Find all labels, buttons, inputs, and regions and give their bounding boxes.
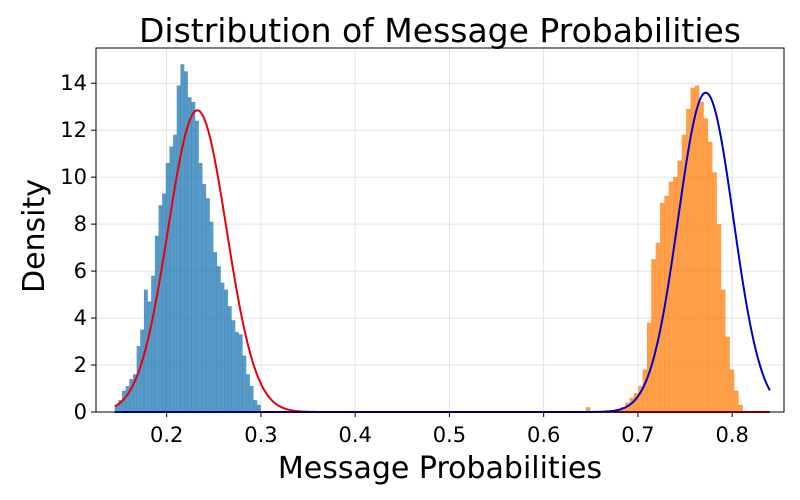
x-tick-label: 0.8	[715, 423, 748, 447]
y-tick-label: 8	[74, 212, 87, 236]
histogram-bar-series-0	[235, 332, 239, 413]
histogram-bar-series-0	[162, 193, 167, 413]
y-tick-label: 10	[60, 165, 87, 189]
histogram-bar-series-0	[180, 64, 185, 413]
histogram-bar-series-1	[716, 224, 722, 413]
histogram-bar-series-0	[227, 306, 232, 413]
y-tick-label: 14	[60, 71, 87, 95]
histogram-bar-series-1	[734, 390, 739, 413]
y-tick-label: 6	[74, 259, 87, 283]
y-tick-label: 4	[74, 306, 87, 330]
y-tick-label: 12	[60, 118, 87, 142]
y-tick-label: 0	[74, 400, 87, 424]
histogram-bar-series-0	[238, 334, 243, 413]
histogram-bar-series-0	[176, 85, 181, 413]
x-tick-label: 0.6	[527, 423, 560, 447]
histogram-bar-series-1	[694, 85, 700, 413]
histogram-bar-series-0	[249, 386, 254, 413]
histogram-bar-series-1	[707, 141, 713, 413]
histogram-bar-series-1	[720, 289, 726, 413]
histogram-bar-series-1	[725, 336, 730, 413]
histogram-bar-series-0	[158, 205, 163, 413]
y-ticks: 0 2 4 6 8 10 12 14	[60, 71, 96, 424]
histogram-bar-series-1	[651, 259, 656, 413]
histogram-bar-series-0	[184, 71, 188, 413]
histogram-bar-series-0	[147, 301, 152, 413]
histogram-bar-series-0	[220, 282, 225, 413]
histogram-bar-series-0	[154, 235, 159, 413]
x-axis-label: Message Probabilities	[278, 451, 602, 486]
histogram-bar-series-1	[712, 172, 717, 413]
y-axis-label: Density	[17, 179, 52, 293]
histogram-bar-series-0	[213, 252, 218, 413]
histogram-bar-series-0	[169, 146, 174, 413]
histogram-bar-series-0	[198, 162, 203, 413]
histogram-bar-series-1	[738, 404, 743, 413]
histogram-bar-series-0	[253, 400, 258, 413]
x-tick-label: 0.5	[433, 423, 466, 447]
histogram-bar-series-0	[209, 221, 214, 413]
bars	[114, 64, 743, 413]
histogram-bar-series-0	[256, 404, 261, 413]
histogram-bar-series-0	[224, 289, 229, 413]
histogram-bar-series-0	[187, 97, 192, 413]
histogram-bar-series-1	[703, 118, 709, 413]
histogram-bar-series-0	[165, 162, 170, 413]
histogram-bar-series-0	[194, 120, 199, 413]
x-tick-label: 0.7	[621, 423, 654, 447]
histogram-bar-series-1	[673, 177, 678, 413]
histogram-bar-series-1	[729, 369, 735, 413]
histogram-bar-series-0	[125, 386, 130, 413]
histogram-bar-series-0	[231, 320, 236, 413]
y-tick-label: 2	[74, 353, 87, 377]
histogram-bar-series-0	[202, 184, 207, 413]
histogram-bar-series-0	[242, 355, 247, 413]
histogram-bar-series-1	[655, 242, 661, 413]
histogram-bar-series-0	[136, 346, 141, 413]
x-ticks: 0.2 0.3 0.4 0.5 0.6 0.7 0.8	[150, 412, 749, 447]
chart-title: Distribution of Message Probabilities	[139, 11, 741, 50]
plot-frame	[95, 47, 785, 413]
histogram-bar-series-0	[216, 266, 221, 413]
histogram-bar-series-1	[699, 101, 704, 413]
histogram-bar-series-0	[140, 329, 145, 413]
histogram-bar-series-0	[205, 198, 210, 413]
histogram-bar-series-0	[151, 275, 156, 413]
x-tick-label: 0.2	[150, 423, 183, 447]
histogram-bar-series-0	[191, 101, 196, 413]
x-tick-label: 0.3	[244, 423, 277, 447]
histogram-bar-series-0	[246, 374, 250, 413]
histogram-bar-series-1	[668, 181, 674, 413]
histogram-bar-series-1	[642, 369, 648, 413]
x-tick-label: 0.4	[338, 423, 371, 447]
